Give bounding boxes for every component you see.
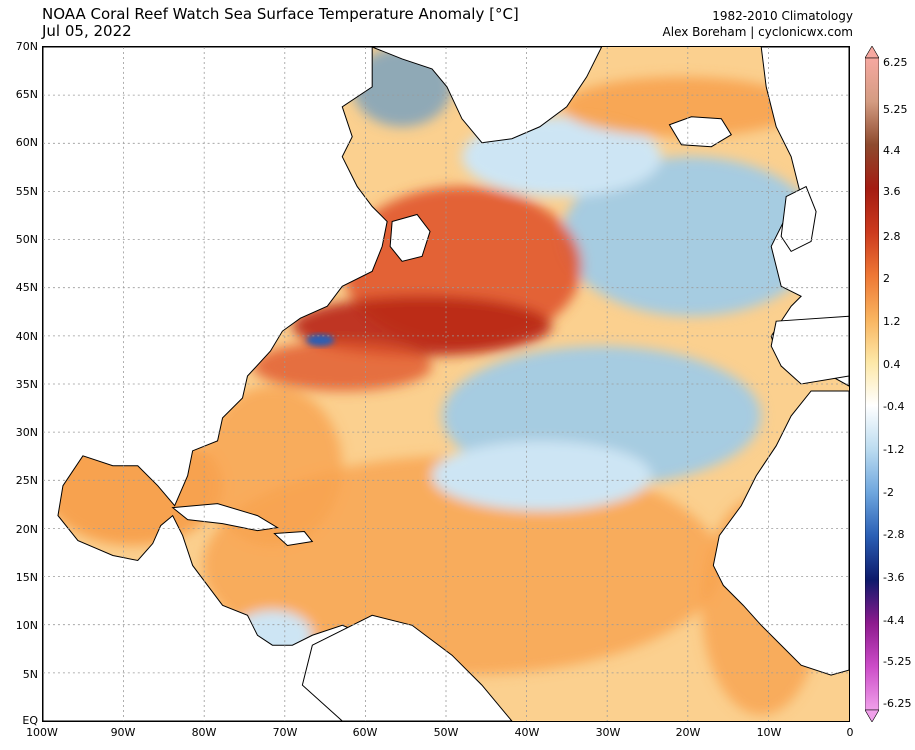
colorbar-label: 5.25	[883, 103, 908, 116]
map-title-block: NOAA Coral Reef Watch Sea Surface Temper…	[42, 6, 519, 40]
colorbar-label: 1.2	[883, 315, 901, 328]
colorbar-label: -5.25	[883, 655, 912, 668]
uk	[780, 185, 817, 253]
africa	[712, 390, 849, 676]
lon-label: 0	[846, 726, 854, 739]
lon-label: 20W	[675, 726, 701, 739]
colorbar-label: 6.25	[883, 56, 908, 69]
lat-label: 5N	[22, 668, 38, 681]
cool-region-northeast	[561, 156, 822, 317]
lat-label: EQ	[22, 714, 38, 727]
colorbar-label: -2	[883, 486, 894, 499]
colorbar-top-arrow	[865, 46, 879, 59]
sst-anomaly-map	[42, 46, 850, 722]
colorbar-label: -4.4	[883, 614, 905, 627]
climatology-label: 1982-2010 Climatology	[712, 9, 853, 23]
cold-eddy	[306, 334, 335, 347]
colorbar	[865, 46, 879, 722]
colorbar-label: -0.4	[883, 400, 905, 413]
lat-label: 15N	[15, 571, 38, 584]
lon-label: 70W	[272, 726, 298, 739]
lat-label: 20N	[15, 523, 38, 536]
lon-label: 100W	[26, 726, 58, 739]
lat-label: 30N	[15, 426, 38, 439]
hot-region-gulfstream	[292, 296, 552, 357]
north-america	[43, 47, 473, 721]
colorbar-bottom-arrow	[865, 709, 879, 722]
lon-label: 60W	[352, 726, 378, 739]
hispaniola	[273, 531, 314, 547]
colorbar-label: -3.6	[883, 571, 905, 584]
newfoundland	[389, 213, 431, 262]
author-credit: Alex Boreham | cyclonicwx.com	[662, 25, 853, 39]
colorbar-label: -6.25	[883, 697, 912, 710]
lat-label: 55N	[15, 185, 38, 198]
warm-region-central	[202, 455, 722, 676]
lat-label: 45N	[15, 281, 38, 294]
south-america	[301, 614, 513, 721]
lon-label: 40W	[514, 726, 540, 739]
colorbar-label: 4.4	[883, 144, 901, 157]
map-title: NOAA Coral Reef Watch Sea Surface Temper…	[42, 5, 519, 23]
lat-label: 65N	[15, 88, 38, 101]
lat-label: 25N	[15, 474, 38, 487]
warm-region-west	[202, 385, 343, 546]
colorbar-label: 2.8	[883, 230, 901, 243]
colorbar-label: 3.6	[883, 185, 901, 198]
credits-block: 1982-2010 Climatology Alex Boreham | cyc…	[663, 8, 853, 40]
cuba	[171, 503, 279, 532]
colorbar-label: -2.8	[883, 528, 905, 541]
lat-label: 40N	[15, 330, 38, 343]
colorbar-label: 2	[883, 272, 890, 285]
colorbar-label: 0.4	[883, 358, 901, 371]
lat-label: 10N	[15, 619, 38, 632]
lon-label: 80W	[191, 726, 217, 739]
lat-label: 60N	[15, 136, 38, 149]
iceland	[668, 116, 732, 148]
lon-label: 90W	[110, 726, 136, 739]
cool-region-central	[432, 440, 652, 511]
lat-label: 35N	[15, 378, 38, 391]
land-masses	[43, 47, 849, 721]
lat-label: 50N	[15, 233, 38, 246]
lon-label: 30W	[595, 726, 621, 739]
colorbar-label: -1.2	[883, 443, 905, 456]
colorbar-gradient	[865, 57, 879, 711]
warm-region-gulfstream-ext	[252, 341, 433, 391]
lat-label: 70N	[15, 40, 38, 53]
map-date: Jul 05, 2022	[42, 22, 132, 40]
warm-region-north-coast	[561, 76, 802, 137]
lon-label: 10W	[756, 726, 782, 739]
lon-label: 50W	[433, 726, 459, 739]
